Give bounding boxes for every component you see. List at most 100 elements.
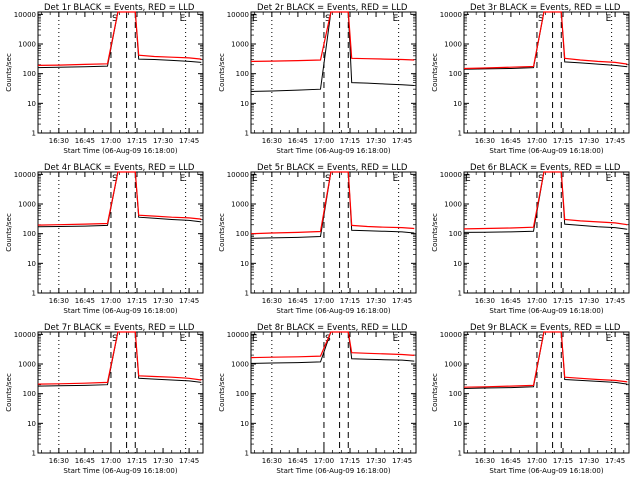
x-tick-label: 17:45 [392, 137, 412, 145]
y-axis-label: Counts/sec [218, 373, 226, 412]
x-tick-label: 17:15 [553, 297, 573, 305]
x-tick-label: 16:45 [75, 137, 95, 145]
x-tick-label: 17:30 [153, 137, 173, 145]
x-tick-label: 16:45 [501, 137, 521, 145]
y-tick-label: 1000 [231, 201, 249, 209]
x-axis-label: Start Time (06-Aug-09 16:18:00) [63, 307, 177, 315]
x-tick-label: 17:15 [127, 137, 147, 145]
x-tick-label: 17:00 [527, 457, 547, 465]
y-axis-label: Counts/sec [5, 373, 13, 412]
events-series-line [463, 171, 628, 233]
detector-panel-4: Det 4r BLACK = Events, RED = LLD 1 10 100 10… [5, 163, 204, 315]
y-tick-label: 1 [458, 130, 462, 138]
x-tick-label: 17:45 [179, 457, 199, 465]
x-tick-label: 17:45 [392, 297, 412, 305]
interval-marker-label: S [112, 14, 118, 24]
y-tick-label: 100 [23, 230, 36, 238]
x-axis-label: Start Time (06-Aug-09 16:18:00) [276, 147, 390, 155]
y-tick-label: 10 [453, 260, 462, 268]
x-tick-label: 16:30 [475, 137, 495, 145]
y-tick-label: 10000 [227, 331, 249, 339]
x-tick-label: 17:00 [101, 137, 121, 145]
plot-frame [463, 331, 630, 454]
x-tick-label: 17:15 [127, 457, 147, 465]
x-tick-label: 17:45 [392, 457, 412, 465]
plot-frame [250, 11, 417, 134]
x-tick-label: 17:45 [605, 137, 625, 145]
y-tick-label: 100 [449, 230, 462, 238]
lld-series-line [37, 11, 202, 66]
x-tick-label: 17:30 [153, 457, 173, 465]
panel-title: Det 1r BLACK = Events, RED = LLD [44, 3, 195, 13]
y-tick-label: 1000 [18, 201, 36, 209]
events-series-line [250, 331, 415, 364]
x-axis-label: Start Time (06-Aug-09 16:18:00) [63, 147, 177, 155]
y-tick-label: 100 [449, 390, 462, 398]
panel-title: Det 5r BLACK = Events, RED = LLD [257, 163, 408, 173]
y-tick-label: 1 [32, 290, 36, 298]
x-tick-label: 17:15 [553, 457, 573, 465]
y-tick-label: 1000 [444, 361, 462, 369]
y-tick-label: 1000 [18, 361, 36, 369]
x-tick-label: 17:45 [605, 297, 625, 305]
x-tick-label: 16:45 [288, 457, 308, 465]
x-tick-label: 16:45 [501, 297, 521, 305]
y-tick-label: 1000 [444, 201, 462, 209]
y-tick-label: 100 [236, 390, 249, 398]
events-series-line [37, 171, 202, 228]
x-tick-label: 16:30 [262, 457, 282, 465]
x-tick-label: 16:30 [475, 297, 495, 305]
lld-series-line [463, 331, 628, 388]
x-tick-label: 17:30 [579, 297, 599, 305]
y-tick-label: 1 [32, 450, 36, 458]
y-tick-label: 10 [240, 260, 249, 268]
x-tick-label: 17:00 [101, 297, 121, 305]
detector-panel-7: Det 7r BLACK = Events, RED = LLD 1 10 100 10… [5, 323, 204, 475]
x-axis-label: Start Time (06-Aug-09 16:18:00) [489, 467, 603, 475]
y-tick-label: 100 [236, 70, 249, 78]
x-tick-label: 16:30 [475, 457, 495, 465]
events-series-line [250, 171, 415, 239]
y-tick-label: 1000 [18, 41, 36, 49]
x-tick-label: 16:30 [262, 297, 282, 305]
interval-marker-label: S [325, 14, 331, 24]
y-tick-label: 100 [23, 70, 36, 78]
x-tick-label: 17:00 [314, 457, 334, 465]
x-tick-label: 17:00 [314, 297, 334, 305]
y-tick-label: 10 [27, 420, 36, 428]
y-axis-label: Counts/sec [431, 373, 439, 412]
interval-marker-label: E [606, 14, 612, 24]
x-tick-label: 17:30 [579, 137, 599, 145]
x-tick-label: 17:15 [340, 457, 360, 465]
y-tick-label: 10000 [14, 11, 36, 19]
events-series-line [463, 11, 628, 70]
y-tick-label: 10 [27, 260, 36, 268]
x-tick-label: 17:00 [527, 137, 547, 145]
x-tick-label: 17:15 [340, 297, 360, 305]
detector-panel-5: Det 5r BLACK = Events, RED = LLD 1 10 100 10… [218, 163, 417, 315]
detector-panel-1: Det 1r BLACK = Events, RED = LLD 1 10 100 10… [5, 3, 204, 155]
y-tick-label: 100 [236, 230, 249, 238]
interval-marker-label: S [538, 174, 544, 184]
y-axis-label: Counts/sec [5, 53, 13, 92]
lld-series-line [37, 331, 202, 385]
lld-series-line [250, 11, 415, 62]
x-tick-label: 17:45 [605, 457, 625, 465]
y-tick-label: 1 [245, 130, 249, 138]
interval-marker-label: E [252, 334, 258, 344]
lld-series-line [250, 171, 415, 235]
x-tick-label: 16:30 [49, 457, 69, 465]
x-tick-label: 16:30 [49, 297, 69, 305]
y-tick-label: 10 [240, 420, 249, 428]
y-tick-label: 1 [458, 290, 462, 298]
panel-title: Det 3r BLACK = Events, RED = LLD [470, 3, 621, 13]
x-tick-label: 16:45 [288, 297, 308, 305]
x-tick-label: 17:15 [340, 137, 360, 145]
y-axis-label: Counts/sec [218, 213, 226, 252]
x-tick-label: 17:45 [179, 137, 199, 145]
lld-series-line [250, 331, 415, 359]
detector-panel-9: Det 9r BLACK = Events, RED = LLD 1 10 100 10… [431, 323, 630, 475]
interval-marker-label: E [180, 334, 186, 344]
x-axis-label: Start Time (06-Aug-09 16:18:00) [489, 307, 603, 315]
plot-frame [37, 11, 204, 134]
